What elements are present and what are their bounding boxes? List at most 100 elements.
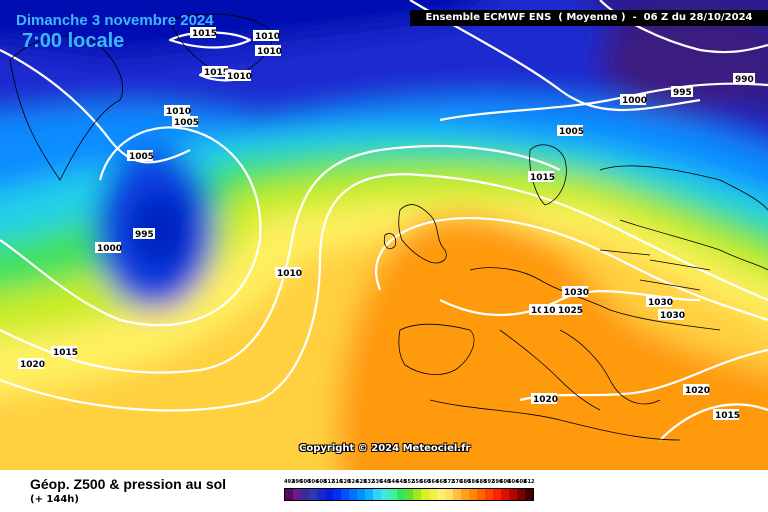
color-scale-labels: 492 496 500 504 508 512 516 520 524 528 532 536 540 5… xyxy=(284,479,535,485)
isobar-label: 1030 xyxy=(564,288,589,298)
scale-value-label: 608 xyxy=(516,479,527,485)
isobar-label: 1005 xyxy=(129,152,154,162)
weather-map: 1015 1010 1010 1015 1010 1010 1005 1005 … xyxy=(0,0,768,470)
scale-value-label: 552 xyxy=(404,479,415,485)
scale-color-swatch xyxy=(357,489,365,500)
isobar-labels: 1015 1010 1010 1015 1010 1010 1005 1005 … xyxy=(18,27,755,421)
scale-value-label: 504 xyxy=(308,479,319,485)
isobar-label: 1015 xyxy=(715,411,740,421)
scale-color-swatch xyxy=(517,489,525,500)
isobar-label: 1005 xyxy=(174,118,199,128)
isobar-label: 995 xyxy=(135,230,154,240)
isobar-label: 1015 xyxy=(530,173,555,183)
scale-color-swatch xyxy=(429,489,437,500)
scale-value-label: 612 xyxy=(524,479,535,485)
field-title: Géop. Z500 & pression au sol xyxy=(30,476,227,492)
copyright-notice: Copyright © 2024 Meteociel.fr xyxy=(299,443,471,454)
scale-color-swatch xyxy=(453,489,461,500)
scale-value-label: 604 xyxy=(508,479,519,485)
isobar-lines xyxy=(0,0,768,440)
scale-value-label: 556 xyxy=(412,479,423,485)
scale-color-swatch xyxy=(333,489,341,500)
isobar-label: 1010 xyxy=(257,47,282,57)
scale-color-swatch xyxy=(437,489,445,500)
scale-color-swatch xyxy=(389,489,397,500)
scale-value-label: 492 xyxy=(284,479,295,485)
scale-value-label: 596 xyxy=(492,479,503,485)
scale-value-label: 568 xyxy=(436,479,447,485)
scale-value-label: 536 xyxy=(372,479,383,485)
scale-color-swatch xyxy=(501,489,509,500)
scale-color-swatch xyxy=(301,489,309,500)
isobar-label: 1015 xyxy=(192,29,217,39)
scale-color-swatch xyxy=(509,489,517,500)
forecast-date: Dimanche 3 novembre 2024 xyxy=(16,12,214,29)
scale-value-label: 524 xyxy=(348,479,359,485)
forecast-time: 7:00 locale xyxy=(22,30,125,52)
scale-color-swatch xyxy=(525,489,533,500)
isobar-label: 990 xyxy=(735,75,754,85)
scale-color-swatch xyxy=(373,489,381,500)
isobar-label: 1010 xyxy=(255,32,280,42)
isobar-label: 1010 xyxy=(543,306,568,316)
scale-color-swatch xyxy=(445,489,453,500)
scale-value-label: 560 xyxy=(420,479,431,485)
color-scale-bar xyxy=(284,488,534,501)
scale-value-label: 600 xyxy=(500,479,511,485)
isobar-label: 1000 xyxy=(97,244,122,254)
isobar-label: 1020 xyxy=(685,386,710,396)
isobar-label: 1020 xyxy=(533,395,558,405)
scale-value-label: 516 xyxy=(332,479,343,485)
scale-color-swatch xyxy=(413,489,421,500)
scale-value-label: 512 xyxy=(324,479,335,485)
scale-value-label: 500 xyxy=(300,479,311,485)
scale-value-label: 576 xyxy=(452,479,463,485)
scale-value-label: 564 xyxy=(428,479,439,485)
scale-color-swatch xyxy=(405,489,413,500)
scale-value-label: 592 xyxy=(484,479,495,485)
scale-color-swatch xyxy=(293,489,301,500)
scale-color-swatch xyxy=(309,489,317,500)
isobar-label: 1015 xyxy=(53,348,78,358)
scale-value-label: 528 xyxy=(356,479,367,485)
scale-value-label: 520 xyxy=(340,479,351,485)
scale-color-swatch xyxy=(421,489,429,500)
scale-color-swatch xyxy=(469,489,477,500)
scale-color-swatch xyxy=(285,489,293,500)
scale-value-label: 572 xyxy=(444,479,455,485)
scale-color-swatch xyxy=(397,489,405,500)
scale-value-label: 508 xyxy=(316,479,327,485)
isobar-label: 1000 xyxy=(622,96,647,106)
scale-value-label: 544 xyxy=(388,479,399,485)
scale-color-swatch xyxy=(381,489,389,500)
scale-color-swatch xyxy=(341,489,349,500)
scale-color-swatch xyxy=(477,489,485,500)
scale-color-swatch xyxy=(365,489,373,500)
isobar-label: 1020 xyxy=(20,360,45,370)
isobar-label: 1005 xyxy=(559,127,584,137)
model-run-header: Ensemble ECMWF ENS ( Moyenne ) - 06 Z du… xyxy=(410,10,768,26)
isobar-label: 1030 xyxy=(648,298,673,308)
legend-footer: Géop. Z500 & pression au sol (+ 144h) 49… xyxy=(0,470,768,512)
coastlines xyxy=(9,13,768,441)
scale-color-swatch xyxy=(325,489,333,500)
isobar-label: 1010 xyxy=(277,269,302,279)
isobar-label: 1025 xyxy=(558,306,583,316)
isobar-label: 1010 xyxy=(166,107,191,117)
scale-value-label: 532 xyxy=(364,479,375,485)
isobar-label: 1030 xyxy=(660,311,685,321)
scale-color-swatch xyxy=(485,489,493,500)
scale-value-label: 548 xyxy=(396,479,407,485)
scale-color-swatch xyxy=(317,489,325,500)
scale-value-label: 540 xyxy=(380,479,391,485)
scale-color-swatch xyxy=(493,489,501,500)
isobar-label: 995 xyxy=(673,88,692,98)
scale-value-label: 580 xyxy=(460,479,471,485)
scale-value-label: 584 xyxy=(468,479,479,485)
scale-value-label: 588 xyxy=(476,479,487,485)
isobar-label: 1015 xyxy=(204,68,229,78)
scale-color-swatch xyxy=(349,489,357,500)
scale-color-swatch xyxy=(461,489,469,500)
scale-value-label: 496 xyxy=(292,479,303,485)
